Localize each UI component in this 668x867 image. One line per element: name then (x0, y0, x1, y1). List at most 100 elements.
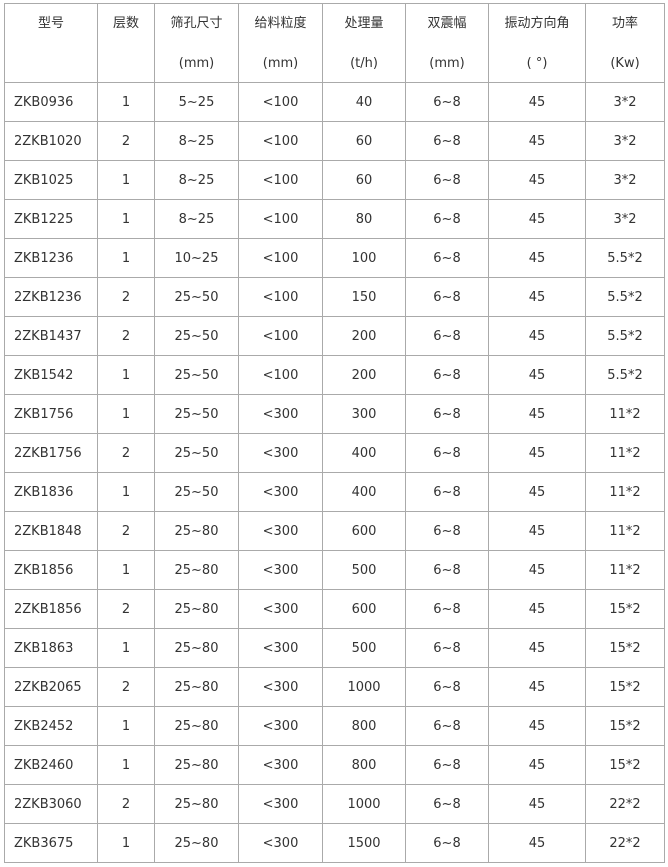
cell-text: 6~8 (433, 328, 461, 344)
table-cell: 800 (322, 745, 406, 785)
table-cell: 2ZKB2065 (4, 667, 98, 707)
table-cell: 6~8 (405, 238, 489, 278)
header-title: 处理量 (344, 16, 384, 31)
cell-text: 100 (351, 250, 377, 266)
table-cell: <300 (238, 511, 323, 551)
cell-text: 3*2 (613, 211, 637, 227)
cell-text: 80 (355, 211, 373, 227)
table-cell: 25~50 (154, 472, 239, 512)
table-cell: 25~80 (154, 628, 239, 668)
spec-table: 型号 层数 筛孔尺寸 (mm) 给料粒度 (mm) 处理量 (t/h) 双震幅 (mm) 振动方向角… (4, 3, 665, 863)
table-cell: 11*2 (585, 433, 665, 473)
table-cell: 6~8 (405, 706, 489, 746)
table-cell: 1 (97, 745, 155, 785)
table-cell: 200 (322, 316, 406, 356)
cell-text: ZKB1025 (14, 172, 74, 188)
cell-text: 400 (351, 484, 377, 500)
cell-text: 45 (528, 133, 546, 149)
table-cell: 60 (322, 121, 406, 161)
table-cell: 45 (488, 745, 586, 785)
header-title: 功率 (611, 16, 638, 31)
cell-text: 2ZKB3060 (14, 796, 82, 812)
cell-text: 2ZKB1437 (14, 328, 82, 344)
table-cell: <300 (238, 550, 323, 590)
table-cell: 8~25 (154, 121, 239, 161)
table-cell: 25~80 (154, 706, 239, 746)
table-cell: 45 (488, 394, 586, 434)
cell-text: 6~8 (433, 718, 461, 734)
cell-text: 6~8 (433, 523, 461, 539)
table-cell: 6~8 (405, 589, 489, 629)
header-title: 筛孔尺寸 (170, 16, 223, 31)
table-cell: 3*2 (585, 82, 665, 122)
table-cell: <100 (238, 199, 323, 239)
table-cell: 25~80 (154, 589, 239, 629)
cell-text: 45 (528, 406, 546, 422)
table-cell: 11*2 (585, 472, 665, 512)
table-row: 2ZKB3060 2 25~80 <300 1000 6~8 45 22*2 (4, 784, 665, 824)
cell-text: <300 (262, 718, 299, 734)
table-row: ZKB1025 1 8~25 <100 60 6~8 45 3*2 (4, 160, 665, 200)
table-cell: 8~25 (154, 199, 239, 239)
cell-text: 45 (528, 679, 546, 695)
cell-text: ZKB1756 (14, 406, 74, 422)
table-cell: 22*2 (585, 823, 665, 863)
table-cell: 1 (97, 706, 155, 746)
cell-text: 2 (121, 289, 131, 305)
cell-text: 22*2 (609, 796, 641, 812)
table-cell: 6~8 (405, 628, 489, 668)
table-cell: 100 (322, 238, 406, 278)
table-cell: 800 (322, 706, 406, 746)
table-cell: 45 (488, 82, 586, 122)
cell-text: 300 (351, 406, 377, 422)
table-cell: <300 (238, 667, 323, 707)
table-cell: ZKB1856 (4, 550, 98, 590)
table-cell: ZKB1863 (4, 628, 98, 668)
cell-text: 6~8 (433, 679, 461, 695)
header-title: 型号 (37, 16, 64, 31)
table-cell: 6~8 (405, 121, 489, 161)
cell-text: ZKB1863 (14, 640, 74, 656)
table-cell: ZKB1836 (4, 472, 98, 512)
table-cell: 45 (488, 550, 586, 590)
table-cell: <100 (238, 316, 323, 356)
header-title: 层数 (112, 16, 139, 31)
table-row: ZKB1225 1 8~25 <100 80 6~8 45 3*2 (4, 199, 665, 239)
header-row: 型号 层数 筛孔尺寸 (mm) 给料粒度 (mm) 处理量 (t/h) 双震幅 (mm) 振动方向角… (4, 3, 665, 83)
cell-text: 6~8 (433, 250, 461, 266)
table-cell: ZKB1542 (4, 355, 98, 395)
cell-text: 5.5*2 (607, 328, 643, 344)
cell-text: 45 (528, 328, 546, 344)
table-cell: 1500 (322, 823, 406, 863)
table-cell: 25~50 (154, 394, 239, 434)
cell-text: <100 (262, 328, 299, 344)
table-cell: 6~8 (405, 667, 489, 707)
table-cell: 6~8 (405, 511, 489, 551)
table-cell: 1 (97, 355, 155, 395)
cell-text: 6~8 (433, 94, 461, 110)
table-cell: 45 (488, 628, 586, 668)
cell-text: 45 (528, 757, 546, 773)
table-cell: 2 (97, 433, 155, 473)
table-row: ZKB1856 1 25~80 <300 500 6~8 45 11*2 (4, 550, 665, 590)
cell-text: 150 (351, 289, 377, 305)
table-cell: 1 (97, 394, 155, 434)
cell-text: 25~80 (174, 796, 219, 812)
cell-text: 1 (121, 484, 131, 500)
cell-text: 1 (121, 718, 131, 734)
cell-text: 15*2 (609, 718, 641, 734)
table-cell: 2 (97, 316, 155, 356)
cell-text: ZKB1836 (14, 484, 74, 500)
cell-text: <100 (262, 367, 299, 383)
cell-text: <300 (262, 796, 299, 812)
table-cell: 45 (488, 160, 586, 200)
table-cell: ZKB1756 (4, 394, 98, 434)
table-cell: ZKB1236 (4, 238, 98, 278)
table-cell: 500 (322, 628, 406, 668)
table-cell: 45 (488, 589, 586, 629)
table-cell: 5.5*2 (585, 355, 665, 395)
cell-text: 15*2 (609, 640, 641, 656)
cell-text: 600 (351, 601, 377, 617)
header-unit: (mm) (262, 56, 299, 71)
table-cell: <300 (238, 394, 323, 434)
